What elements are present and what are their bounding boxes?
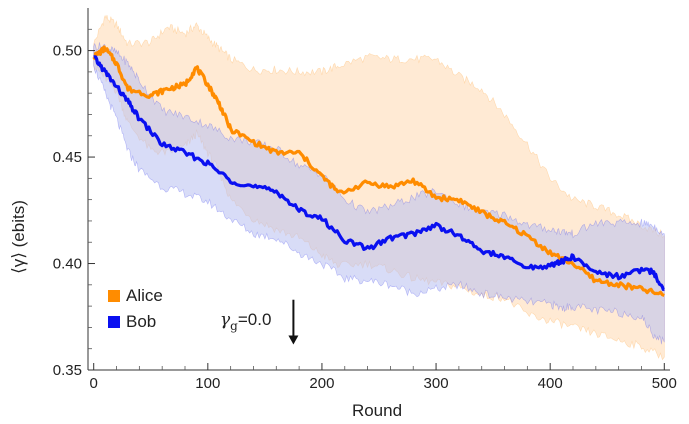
line-alice: [92, 45, 665, 297]
x-axis-title: Round: [352, 401, 402, 420]
legend-label-bob: Bob: [126, 312, 156, 331]
y-tick-label-2: 0.45: [53, 149, 82, 166]
legend-label-alice: Alice: [126, 286, 163, 305]
y-tick-label-3: 0.50: [53, 43, 82, 60]
x-tick-label-200: 200: [309, 375, 334, 392]
x-tick-label-0: 0: [90, 375, 98, 392]
x-tick-label-100: 100: [195, 375, 220, 392]
y-axis-title: ⟨γ⟩ (ebits): [9, 200, 28, 274]
x-tick-label-300: 300: [424, 375, 449, 392]
annotation-subscript: g: [230, 319, 238, 333]
line-bob: [93, 55, 665, 291]
x-tick-label-400: 400: [538, 375, 563, 392]
legend: Alice Bob: [108, 286, 163, 331]
y-tick-label-0: 0.35: [53, 362, 82, 379]
arrow-head: [288, 335, 299, 345]
annotation-symbol: γ: [220, 310, 231, 330]
legend-swatch-alice: [108, 290, 120, 302]
x-tick-label-500: 500: [652, 375, 677, 392]
svg-text:γg=0.0: γg=0.0: [220, 310, 271, 333]
down-arrow-icon: [288, 299, 299, 345]
series-lines: [92, 45, 665, 297]
annotation: γg=0.0: [220, 299, 299, 345]
axes: 0 100 200 300 400 500 0.35 0.40 0.45 0.50: [53, 8, 677, 392]
annotation-value: =0.0: [238, 310, 272, 329]
legend-swatch-bob: [108, 316, 120, 328]
y-tick-label-1: 0.40: [53, 256, 82, 273]
